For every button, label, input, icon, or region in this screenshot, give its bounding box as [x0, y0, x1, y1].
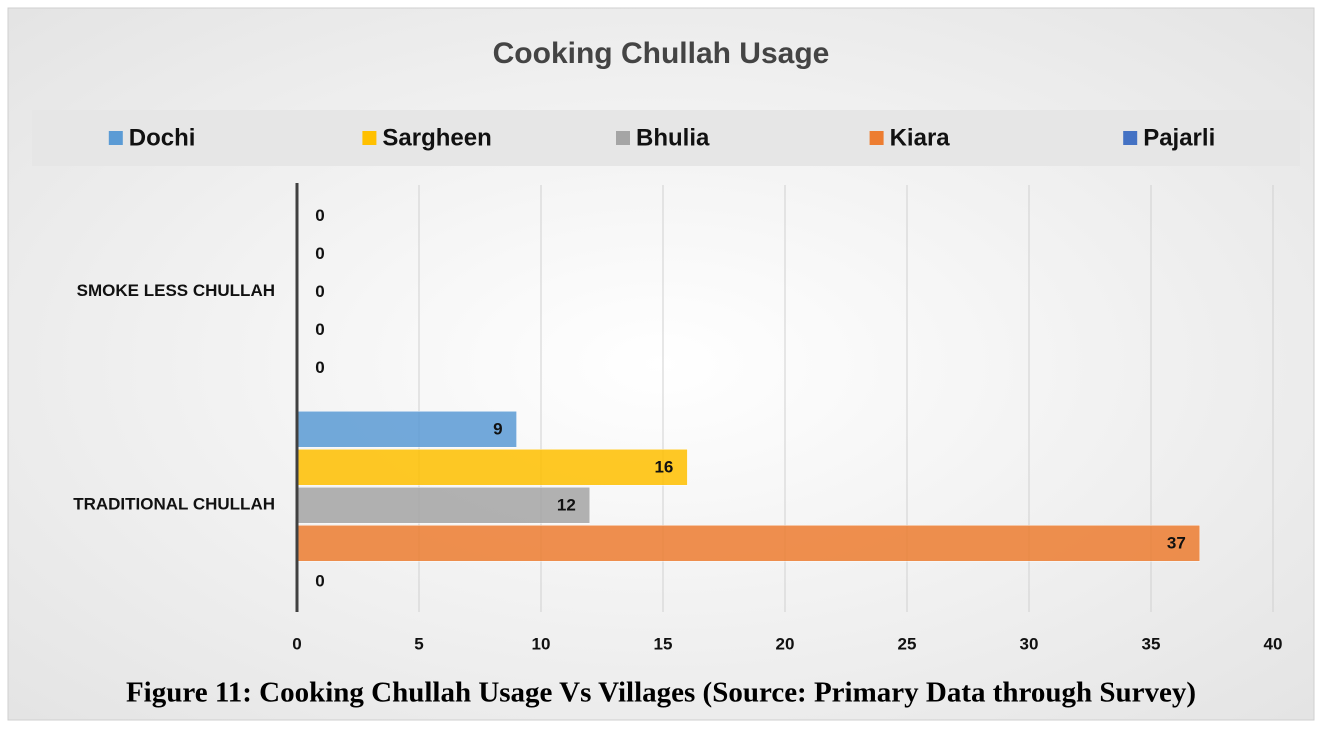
- legend-label: Sargheen: [382, 124, 491, 151]
- x-tick-label: 5: [414, 634, 423, 653]
- bar: [296, 525, 1201, 562]
- x-tick-label: 35: [1142, 634, 1161, 653]
- legend-label: Dochi: [129, 124, 196, 151]
- y-tick-label: TRADITIONAL CHULLAH: [73, 495, 275, 514]
- x-tick-label: 20: [776, 634, 795, 653]
- legend-swatch: [869, 131, 884, 145]
- x-tick-label: 40: [1264, 634, 1283, 653]
- data-label: 12: [557, 496, 576, 515]
- chart-title: Cooking Chullah Usage: [493, 37, 830, 70]
- data-label: 16: [654, 458, 673, 477]
- legend-swatch: [362, 131, 377, 145]
- bar: [296, 449, 688, 486]
- figure-caption: Figure 11: Cooking Chullah Usage Vs Vill…: [126, 677, 1196, 709]
- x-tick-label: 30: [1020, 634, 1039, 653]
- x-tick-label: 15: [654, 634, 673, 653]
- data-label: 9: [493, 420, 502, 439]
- data-label: 0: [315, 206, 324, 225]
- legend-swatch: [616, 131, 630, 145]
- legend-label: Pajarli: [1143, 124, 1215, 151]
- bar: [296, 411, 517, 448]
- data-label: 0: [315, 320, 324, 339]
- data-label: 0: [315, 244, 324, 263]
- x-tick-label: 0: [292, 634, 301, 653]
- y-tick-label: SMOKE LESS CHULLAH: [77, 281, 275, 300]
- data-label: 37: [1167, 534, 1186, 553]
- legend-swatch: [108, 131, 123, 145]
- legend-label: Bhulia: [636, 124, 710, 151]
- data-label: 0: [315, 282, 324, 301]
- legend-label: Kiara: [890, 124, 951, 151]
- legend-swatch: [1123, 131, 1138, 145]
- data-label: 0: [315, 358, 324, 377]
- legend-band: [32, 110, 1300, 166]
- x-tick-label: 25: [898, 634, 917, 653]
- x-tick-label: 10: [532, 634, 551, 653]
- data-label: 0: [315, 572, 324, 591]
- bar: [296, 487, 591, 524]
